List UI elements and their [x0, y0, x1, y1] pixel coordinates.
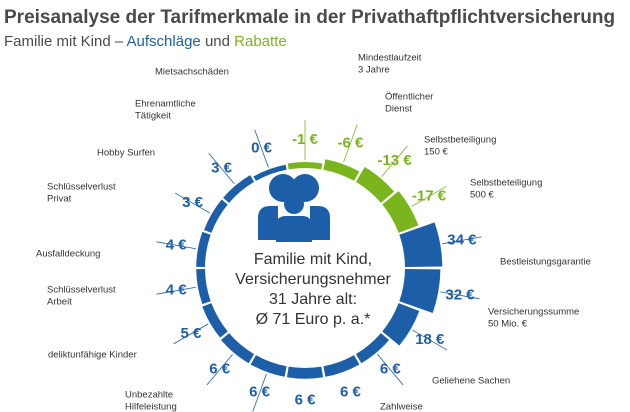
bar [382, 303, 420, 346]
bar [202, 303, 228, 338]
bar [399, 222, 443, 267]
leader-line [412, 329, 448, 351]
category-label: Hobby Surfen [97, 148, 155, 159]
category-label: Ehrenamtliche [135, 99, 196, 110]
leader-line [208, 152, 235, 185]
center-text: Familie mit Kind, [254, 251, 372, 268]
bar [196, 231, 211, 267]
subtitle-part: Aufschläge [127, 33, 201, 50]
bar [250, 355, 287, 377]
leader-line [156, 241, 196, 250]
leader-line [377, 354, 404, 386]
leader-line [411, 186, 447, 207]
bar [382, 191, 419, 233]
leader-line [381, 145, 408, 177]
leader-line [252, 373, 267, 412]
category-label: Selbstbeteiligung [470, 178, 542, 189]
bar [323, 159, 360, 181]
subtitle-part: und [205, 33, 230, 50]
value-label: 6 € [295, 392, 317, 409]
leader-line [254, 129, 269, 168]
category-label: Schlüsselverlust [47, 285, 116, 296]
value-label: 32 € [445, 286, 475, 303]
subtitle-part: Familie mit Kind – [4, 33, 124, 50]
category-label: 150 € [424, 147, 448, 158]
category-label: Versicherungssumme [488, 307, 579, 318]
category-label: Mietsachschäden [155, 67, 229, 78]
category-label: Ausfalldeckung [36, 249, 100, 260]
value-label: 3 € [182, 194, 204, 211]
category-label: Tätigkeit [135, 111, 171, 122]
category-label: Dienst [385, 104, 412, 115]
leader-line [156, 286, 196, 295]
bar [323, 355, 360, 377]
family-icon [258, 174, 330, 242]
category-label: Hilfeleistung [125, 402, 177, 412]
category-label: Zahlweise [380, 402, 423, 412]
category-label: Unbezahlte [125, 390, 173, 401]
bar [204, 199, 228, 233]
center-text: Versicherungsnehmer [235, 271, 391, 288]
leader-line [175, 192, 211, 214]
bar [399, 269, 441, 313]
bar [253, 164, 287, 181]
bar [223, 175, 255, 203]
bar [196, 269, 211, 305]
value-label: 3 € [211, 159, 233, 176]
leader-line [442, 236, 482, 245]
category-label: Mindestlaufzeit [358, 53, 422, 64]
category-label: Arbeit [47, 297, 72, 308]
category-label: Privat [47, 194, 72, 205]
category-label: deliktunfähige Kinder [48, 350, 137, 361]
category-label: Öffentlicher [385, 92, 433, 103]
bar [355, 333, 390, 364]
category-label: 3 Jahre [358, 65, 390, 76]
leader-line [343, 124, 358, 163]
bar [355, 166, 395, 203]
category-label: Selbstbeteiligung [424, 135, 496, 146]
value-label: 4 € [166, 282, 188, 299]
value-label: 4 € [166, 236, 188, 253]
category-label: 500 € [470, 190, 494, 201]
category-label: 50 Mio. € [488, 319, 528, 330]
leader-line [206, 354, 233, 386]
value-label: 34 € [447, 231, 477, 248]
category-label: Schlüsselverlust [47, 182, 116, 193]
value-label: 0 € [251, 140, 273, 157]
bar [286, 366, 324, 379]
bar [287, 162, 323, 170]
leader-line [173, 323, 209, 345]
chart-title: Preisanalyse der Tarifmerkmale in der Pr… [4, 7, 615, 28]
center-text: Ø 71 Euro p. a.* [256, 311, 371, 328]
center-text: 31 Jahre alt: [269, 291, 357, 308]
value-label: 6 € [340, 384, 362, 401]
bar [220, 333, 255, 364]
value-label: 18 € [415, 331, 445, 348]
category-label: Bestleistungsgarantie [500, 257, 591, 268]
category-label: Geliehene Sachen [432, 376, 510, 387]
leader-line [440, 291, 480, 300]
value-label: 6 € [380, 361, 402, 378]
subtitle-part: Rabatte [234, 33, 287, 50]
chart-subtitle: Familie mit Kind – Aufschläge und Rabatt… [4, 33, 287, 50]
